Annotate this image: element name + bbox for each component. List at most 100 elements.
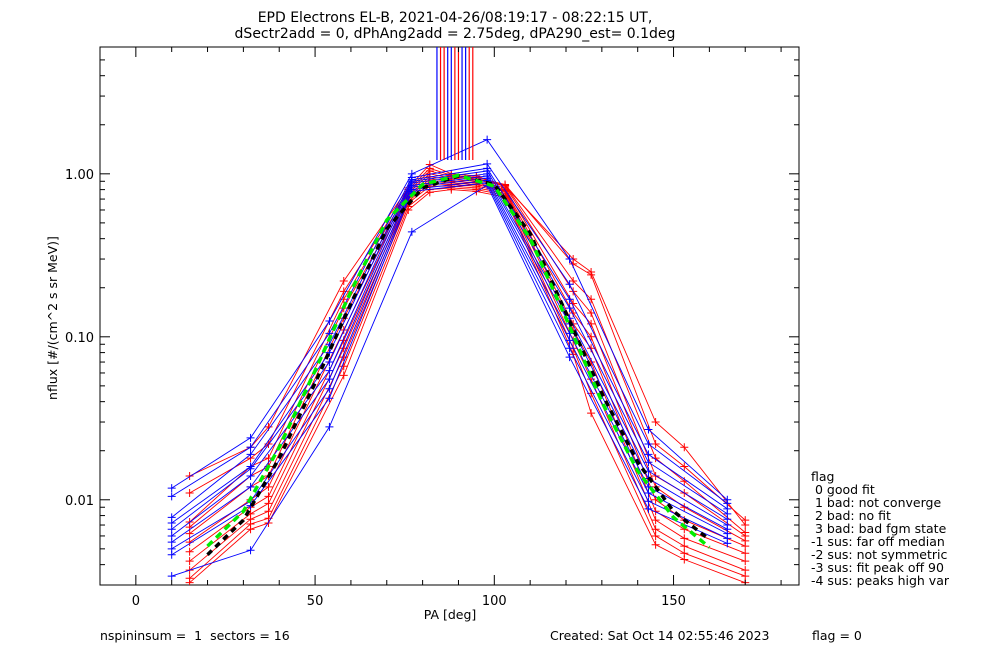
series-line-9 <box>189 187 746 579</box>
data-point <box>651 540 660 549</box>
legend-item-2: 2 bad: no fit <box>811 508 891 523</box>
data-point <box>246 471 255 480</box>
data-point <box>339 371 348 380</box>
data-point <box>185 489 194 498</box>
series-line-11 <box>171 139 728 501</box>
data-point <box>167 572 176 581</box>
data-point <box>264 492 273 501</box>
x-axis: 0 50 100 150 <box>99 47 782 609</box>
series-line-14 <box>171 170 728 524</box>
legend-item-1: 1 bad: not converge <box>811 495 941 510</box>
data-point <box>587 270 596 279</box>
data-point <box>651 439 660 448</box>
y-tick-label: 0.10 <box>65 331 94 346</box>
legend-item-4: -1 sus: far off median <box>811 534 945 549</box>
data-point <box>651 531 660 540</box>
y-tick-label: 0.01 <box>65 494 94 509</box>
data-point <box>651 454 660 463</box>
data-point <box>325 384 334 393</box>
series-line-20 <box>171 184 728 577</box>
data-point <box>325 394 334 403</box>
footer-left: nspininsum = 1 sectors = 16 <box>100 628 290 643</box>
footer-created: Created: Sat Oct 14 02:55:46 2023 <box>550 628 770 643</box>
data-point <box>264 499 273 508</box>
data-point <box>644 497 653 506</box>
data-point <box>325 317 334 326</box>
data-point <box>167 525 176 534</box>
x-tick-label: 50 <box>307 594 324 609</box>
series-line-13 <box>171 167 728 518</box>
footer-flag: flag = 0 <box>812 628 862 643</box>
data-point <box>565 336 574 345</box>
data-point <box>167 550 176 559</box>
data-point <box>185 557 194 566</box>
data-point <box>680 555 689 564</box>
y-axis-label: nflux [#/(cm^2 s sr MeV)] <box>45 236 60 400</box>
x-axis-label: PA [deg] <box>424 607 477 622</box>
data-point <box>644 489 653 498</box>
data-point <box>246 464 255 473</box>
data-point <box>246 450 255 459</box>
data-point <box>651 516 660 525</box>
data-point <box>644 425 653 434</box>
data-point <box>644 458 653 467</box>
gaussian-fit-line <box>206 173 711 549</box>
data-point <box>185 547 194 556</box>
plot-frame <box>99 46 800 586</box>
data-point <box>644 450 653 459</box>
series-line-12 <box>171 163 728 504</box>
data-point <box>644 439 653 448</box>
data-point <box>741 516 750 525</box>
data-point <box>680 443 689 452</box>
data-point <box>741 549 750 558</box>
data-point <box>565 344 574 353</box>
data-point <box>587 409 596 418</box>
series-line-3 <box>189 173 746 537</box>
fit-layer <box>206 173 711 556</box>
data-point <box>325 358 334 367</box>
data-point <box>741 557 750 566</box>
data-point <box>472 187 481 196</box>
data-point <box>325 375 334 384</box>
data-point <box>565 304 574 313</box>
data-point <box>325 366 334 375</box>
data-point <box>325 422 334 431</box>
y-tick-label: 1.00 <box>65 168 94 183</box>
data-point <box>680 534 689 543</box>
y-axis: 0.01 0.10 1.00 <box>65 46 799 586</box>
title-line-1: EPD Electrons EL-B, 2021-04-26/08:19:17 … <box>258 10 653 26</box>
data-point <box>185 471 194 480</box>
data-point <box>587 308 596 317</box>
data-point <box>565 280 574 289</box>
data-point <box>339 362 348 371</box>
data-point <box>407 227 416 236</box>
title-line-2: dSectr2add = 0, dPhAng2add = 2.75deg, dP… <box>235 26 676 42</box>
series-line-15 <box>171 173 728 530</box>
data-point <box>167 484 176 493</box>
data-point <box>167 538 176 547</box>
legend-item-0: 0 good fit <box>811 482 875 497</box>
x-tick-label: 150 <box>661 594 686 609</box>
series-line-8 <box>189 185 746 571</box>
data-point <box>264 507 273 516</box>
data-point <box>483 135 492 144</box>
data-point <box>246 525 255 534</box>
data-point <box>723 539 732 548</box>
data-point <box>246 443 255 452</box>
data-point <box>587 319 596 328</box>
data-point <box>339 276 348 285</box>
bars-layer <box>436 47 474 160</box>
data-point <box>565 353 574 362</box>
series-line-10 <box>189 189 746 584</box>
data-point <box>167 492 176 501</box>
data-point <box>246 433 255 442</box>
data-point <box>741 542 750 551</box>
x-tick-label: 100 <box>482 594 507 609</box>
data-point <box>651 418 660 427</box>
data-point <box>404 205 413 214</box>
data-point <box>246 546 255 555</box>
legend-item-5: -2 sus: not symmetric <box>811 547 947 562</box>
data-point <box>644 504 653 513</box>
legend-item-7: -4 sus: peaks high var <box>811 573 950 588</box>
